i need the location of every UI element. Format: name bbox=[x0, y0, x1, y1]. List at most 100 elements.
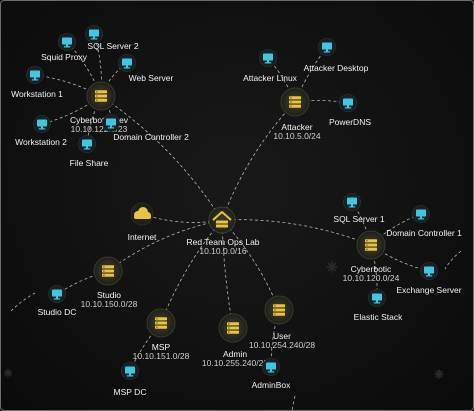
server-icon-led bbox=[156, 318, 157, 319]
node-label-studiodc: Studio DC bbox=[38, 307, 77, 317]
monitor-icon-stand bbox=[84, 148, 90, 149]
node-sqlserver2[interactable]: SQL Server 2 bbox=[86, 26, 139, 52]
server-icon-led bbox=[103, 271, 104, 272]
node-powerdns[interactable]: PowerDNS bbox=[329, 95, 371, 128]
monitor-icon-neck bbox=[34, 78, 36, 80]
house-server-bar bbox=[216, 221, 228, 224]
monitor-icon-neck bbox=[347, 106, 349, 108]
node-attackerdesktop[interactable]: Attacker Desktop bbox=[304, 39, 369, 74]
node-workstation1[interactable]: Workstation 1 bbox=[11, 67, 63, 100]
server-icon-led bbox=[103, 266, 104, 267]
edge-core-user bbox=[222, 220, 279, 310]
monitor-icon-neck bbox=[351, 205, 353, 207]
node-dc1[interactable]: Domain Controller 1 bbox=[386, 206, 462, 239]
monitor-icon-neck bbox=[110, 126, 112, 128]
monitor-icon-stand bbox=[345, 107, 351, 108]
node-label-internet: Internet bbox=[128, 232, 157, 242]
nodes-layer: Red Team Ops Lab10.10.0.0/16 Internet Cybe… bbox=[11, 26, 462, 398]
monitor-icon-screen bbox=[343, 99, 353, 106]
monitor-icon-stand bbox=[265, 62, 271, 63]
node-label-workstation1: Workstation 1 bbox=[11, 89, 63, 99]
server-icon-led bbox=[96, 96, 97, 97]
edge-core-msp bbox=[161, 220, 222, 323]
monitor-icon-stand bbox=[39, 128, 45, 129]
monitor-icon-stand bbox=[418, 218, 424, 219]
monitor-icon-stand bbox=[374, 302, 380, 303]
server-icon bbox=[289, 96, 301, 108]
monitor-icon-screen bbox=[125, 367, 135, 374]
node-label-workstation2: Workstation 2 bbox=[15, 137, 67, 147]
server-icon bbox=[227, 322, 239, 334]
node-label-attackerlinux: Attacker Linux bbox=[243, 73, 298, 83]
node-attackerlinux[interactable]: Attacker Linux bbox=[243, 50, 298, 84]
node-dc2[interactable]: Domain Controller 2 bbox=[103, 115, 190, 143]
node-subnet-user: 10.10.254.240/28 bbox=[249, 340, 315, 350]
node-studiodc[interactable]: Studio DC bbox=[38, 286, 77, 318]
edge-offscreen-1 bbox=[292, 396, 295, 411]
node-sqlserver1[interactable]: SQL Server 1 bbox=[333, 194, 384, 225]
node-workstation2[interactable]: Workstation 2 bbox=[15, 116, 67, 148]
node-mspdc[interactable]: MSP DC bbox=[114, 363, 147, 398]
node-fileshare[interactable]: File Share bbox=[70, 136, 109, 169]
monitor-icon-screen bbox=[372, 294, 382, 301]
server-icon-led bbox=[290, 97, 291, 98]
monitor-icon-stand bbox=[32, 79, 38, 80]
sparkle-icon bbox=[5, 370, 12, 377]
sparkle-icon bbox=[435, 370, 443, 378]
server-icon-led bbox=[103, 275, 104, 276]
server-icon-led bbox=[156, 323, 157, 324]
node-label-attackerdesktop: Attacker Desktop bbox=[304, 63, 369, 73]
node-webserver[interactable]: Web Server bbox=[119, 55, 174, 84]
node-label-webserver: Web Server bbox=[129, 73, 174, 83]
monitor-icon-neck bbox=[41, 127, 43, 129]
monitor-icon-screen bbox=[416, 210, 426, 217]
node-label-dc2: Domain Controller 2 bbox=[113, 132, 189, 142]
server-icon bbox=[365, 239, 377, 251]
monitor-icon-stand bbox=[108, 127, 114, 128]
node-internet[interactable]: Internet bbox=[128, 203, 157, 242]
node-squidproxy[interactable]: Squid Proxy bbox=[41, 34, 88, 63]
monitor-icon-screen bbox=[106, 119, 116, 126]
server-icon-led bbox=[290, 102, 291, 103]
monitor-icon-stand bbox=[124, 67, 130, 68]
server-icon-led bbox=[96, 91, 97, 92]
node-exchange[interactable]: Exchange Server bbox=[396, 263, 461, 296]
server-icon-led bbox=[366, 240, 367, 241]
node-subnet-admin: 10.10.255.240/28 bbox=[202, 358, 268, 368]
node-subnet-attacker: 10.10.5.0/24 bbox=[273, 131, 321, 141]
node-subnet-cyberbotic: 10.10.120.0/24 bbox=[343, 273, 400, 283]
node-label-elastic: Elastic Stack bbox=[354, 312, 403, 322]
edge-offscreen-2 bbox=[11, 293, 35, 311]
monitor-icon-screen bbox=[37, 120, 47, 127]
monitor-icon-screen bbox=[30, 71, 40, 78]
monitor-icon-stand bbox=[54, 298, 60, 299]
monitor-icon-screen bbox=[322, 43, 332, 50]
server-icon-led bbox=[366, 245, 367, 246]
server-icon bbox=[155, 317, 167, 329]
monitor-icon-stand bbox=[268, 371, 274, 372]
server-icon bbox=[102, 265, 114, 277]
node-subnet-studio: 10.10.150.0/28 bbox=[81, 299, 138, 309]
server-icon-led bbox=[274, 314, 275, 315]
node-label-powerdns: PowerDNS bbox=[329, 117, 371, 127]
server-icon-led bbox=[290, 106, 291, 107]
node-label-mspdc: MSP DC bbox=[114, 387, 147, 397]
edge-core-attacker bbox=[222, 102, 295, 220]
node-subnet-msp: 10.10.151.0/28 bbox=[133, 351, 190, 361]
node-label-dc1: Domain Controller 1 bbox=[386, 228, 462, 238]
monitor-icon-neck bbox=[126, 66, 128, 68]
server-icon bbox=[95, 90, 107, 102]
node-label-squidproxy: Squid Proxy bbox=[41, 52, 88, 62]
core-ring bbox=[209, 207, 235, 233]
monitor-icon-stand bbox=[91, 38, 97, 39]
monitor-icon-screen bbox=[263, 54, 273, 61]
monitor-icon-screen bbox=[424, 267, 434, 274]
edge-offscreen-3 bbox=[445, 251, 461, 269]
